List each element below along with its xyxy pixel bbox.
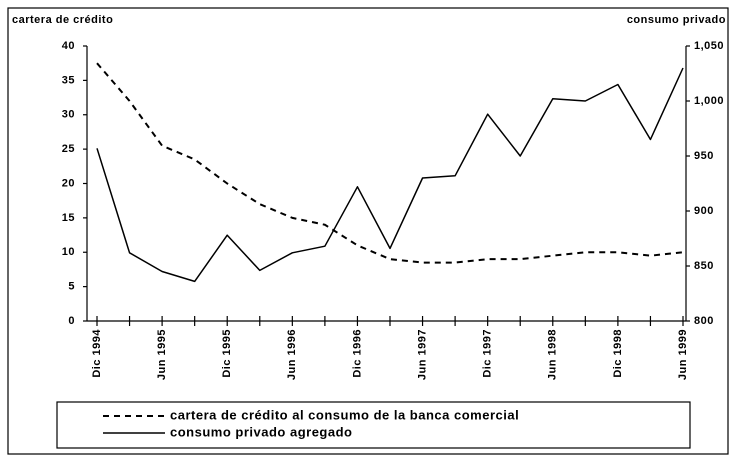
x-tick-label: Dic 1997: [482, 329, 494, 378]
y2-tick-label: 1,050: [694, 40, 724, 52]
y2-tick-label: 800: [694, 315, 714, 327]
y-tick-label: 30: [62, 109, 75, 121]
legend-box: [56, 401, 691, 449]
y-tick-label: 15: [62, 212, 75, 224]
y2-tick-label: 850: [694, 260, 714, 272]
x-tick-label: Jun 1998: [547, 329, 559, 380]
y-tick-label: 40: [62, 40, 75, 52]
y-tick-label: 0: [68, 315, 75, 327]
x-tick-label: Dic 1995: [221, 329, 233, 378]
x-tick-label: Jun 1999: [677, 329, 689, 380]
y-tick-label: 35: [62, 74, 75, 86]
series-line: [96, 62, 684, 264]
x-tick-label: Jun 1995: [156, 329, 168, 380]
y2-tick-label: 950: [694, 150, 714, 162]
y-tick-label: 25: [62, 143, 75, 155]
legend-label: consumo privado agregado: [170, 424, 352, 439]
legend-label: cartera de crédito al consumo de la banc…: [170, 407, 519, 422]
series-line: [96, 67, 684, 283]
y-tick-label: 5: [68, 281, 75, 293]
y-tick-label: 20: [62, 177, 75, 189]
y2-tick-label: 1,000: [694, 95, 724, 107]
y2-tick-label: 900: [694, 205, 714, 217]
x-tick-label: Dic 1994: [91, 329, 103, 378]
frame: [7, 7, 729, 455]
x-tick-label: Dic 1996: [351, 329, 363, 378]
x-tick-label: Jun 1996: [286, 329, 298, 380]
x-tick-label: Jun 1997: [416, 329, 428, 380]
x-tick-label: Dic 1998: [612, 329, 624, 378]
y2-axis-title: consumo privado: [627, 14, 726, 26]
y-tick-label: 10: [62, 246, 75, 258]
y-axis-title: cartera de crédito: [12, 14, 113, 26]
